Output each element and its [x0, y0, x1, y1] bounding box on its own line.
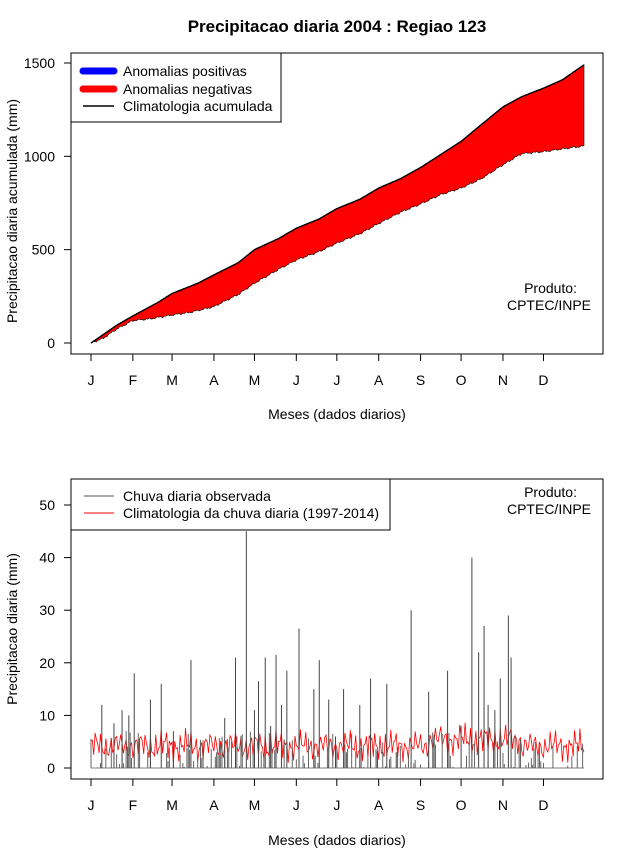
- bottom-x-tick-label: N: [498, 797, 508, 813]
- top-y-tick-label: 1000: [24, 148, 55, 164]
- top-y-axis-label: Precipitacao diaria acumulada (mm): [4, 99, 20, 323]
- bottom-y-tick-label: 10: [39, 707, 55, 723]
- legend-label-daily-climatology: Climatologia da chuva diaria (1997-2014): [123, 505, 379, 521]
- top-plot: 0 500 1000 1500 J F M A M J J A S O N D: [24, 52, 604, 388]
- top-x-tick-label: S: [416, 372, 425, 388]
- bottom-climatology-line: [90, 722, 585, 763]
- bottom-x-tick-label: A: [374, 797, 384, 813]
- legend-label-observed: Chuva diaria observada: [123, 488, 271, 504]
- top-y-tick-label: 0: [47, 335, 55, 351]
- top-product-label: Produto:: [524, 280, 577, 296]
- bottom-x-tick-label: M: [249, 797, 261, 813]
- top-x-axis-label: Meses (dados diarios): [268, 406, 406, 422]
- bottom-y-tick-label: 40: [39, 550, 55, 566]
- legend-label-climatology: Climatologia acumulada: [123, 98, 273, 114]
- chart-title: Precipitacao diaria 2004 : Regiao 123: [188, 17, 487, 36]
- top-x-tick-label: J: [88, 372, 95, 388]
- top-x-tick-label: A: [209, 372, 219, 388]
- top-y-tick-label: 1500: [24, 55, 55, 71]
- bottom-observed-rain: [90, 531, 584, 769]
- bottom-product-source: CPTEC/INPE: [507, 501, 591, 517]
- bottom-y-tick-label: 0: [47, 760, 55, 776]
- top-legend: Anomalias positivas Anomalias negativas …: [70, 52, 282, 123]
- bottom-y-tick-label: 30: [39, 602, 55, 618]
- bottom-x-tick-label: J: [88, 797, 95, 813]
- bottom-y-axis-label: Precipitacao diaria (mm): [4, 553, 20, 705]
- bottom-y-tick-label: 20: [39, 655, 55, 671]
- top-x-tick-label: M: [249, 372, 261, 388]
- top-x-tick-label: J: [293, 372, 300, 388]
- top-x-tick-label: A: [374, 372, 384, 388]
- bottom-product-label: Produto:: [524, 484, 577, 500]
- bottom-x-tick-label: D: [538, 797, 548, 813]
- top-y-axis: 0 500 1000 1500: [24, 55, 71, 351]
- daily-climatology-line: [90, 722, 585, 763]
- legend-label-negative: Anomalias negativas: [123, 81, 252, 97]
- climatology-accumulated-line: [90, 64, 585, 344]
- bottom-x-tick-label: S: [416, 797, 425, 813]
- top-x-tick-label: J: [333, 372, 340, 388]
- top-x-tick-label: D: [538, 372, 548, 388]
- top-x-tick-label: M: [166, 372, 178, 388]
- bottom-x-tick-label: O: [456, 797, 467, 813]
- bottom-y-tick-label: 50: [39, 497, 55, 513]
- bottom-x-tick-label: A: [209, 797, 219, 813]
- bottom-x-tick-label: M: [166, 797, 178, 813]
- legend-label-positive: Anomalias positivas: [123, 63, 247, 79]
- bottom-x-axis-label: Meses (dados diarios): [268, 832, 406, 848]
- top-x-tick-label: N: [498, 372, 508, 388]
- bottom-legend: Chuva diaria observada Climatologia da c…: [70, 478, 391, 531]
- bottom-legend-box: [70, 478, 391, 531]
- bottom-y-axis: 0 10 20 30 40 50: [39, 497, 71, 776]
- bottom-x-tick-label: J: [293, 797, 300, 813]
- top-y-tick-label: 500: [32, 242, 56, 258]
- bottom-plot: 0 10 20 30 40 50 J F M A M J J A S O N D: [39, 478, 604, 813]
- bottom-x-tick-label: F: [129, 797, 138, 813]
- top-x-tick-label: O: [456, 372, 467, 388]
- top-x-tick-label: F: [129, 372, 138, 388]
- top-climatology-line: [90, 64, 585, 344]
- top-product-source: CPTEC/INPE: [507, 297, 591, 313]
- bottom-x-tick-label: J: [333, 797, 340, 813]
